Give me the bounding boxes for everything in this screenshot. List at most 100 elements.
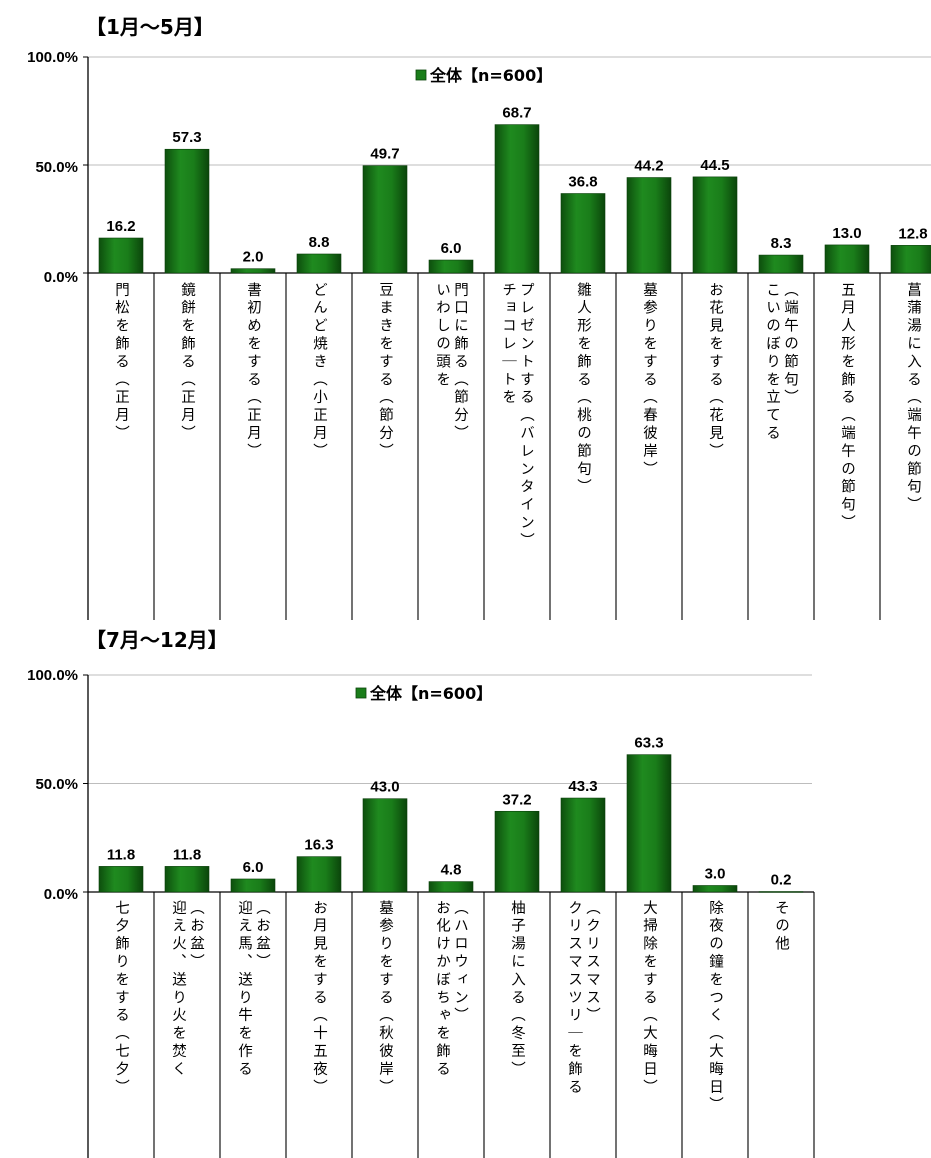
category-label-line: クリスマスツリ｜を飾る bbox=[566, 900, 582, 1097]
category-label-line: 迎え火︑送り火を焚く bbox=[170, 900, 186, 1079]
category-label: 墓参りをする︵秋彼岸︶ bbox=[377, 900, 393, 1097]
category-label-line: 大掃除をする︵大晦日︶ bbox=[641, 900, 657, 1097]
data-label: 49.7 bbox=[370, 146, 399, 163]
bar bbox=[692, 885, 738, 893]
bar bbox=[692, 176, 738, 274]
bar bbox=[362, 165, 408, 274]
data-label: 13.0 bbox=[832, 225, 861, 242]
bar bbox=[824, 244, 870, 274]
bar bbox=[758, 254, 804, 274]
bar bbox=[494, 810, 540, 893]
plot-area: 16.2 門松を飾る︵正月︶ 57.3 鏡餅を飾る︵正月︶ 2.0 書初めをする︵正月︶ 8… bbox=[83, 56, 931, 620]
data-label: 12.8 bbox=[898, 225, 927, 242]
category-label: 柚子湯に入る︵冬至︶ bbox=[509, 900, 525, 1079]
category-label: 門口に飾る︵節分︶いわしの頭を bbox=[434, 282, 468, 443]
category-label: 書初めをする︵正月︶ bbox=[245, 282, 261, 461]
category-label: どんど焼き︵小正月︶ bbox=[311, 282, 327, 461]
bar bbox=[560, 193, 606, 274]
data-label: 8.8 bbox=[309, 234, 330, 251]
category-label: ︵お盆︶迎え馬︑送り牛を作る bbox=[236, 900, 270, 1079]
data-label: 68.7 bbox=[502, 105, 531, 122]
data-label: 37.2 bbox=[502, 791, 531, 808]
category-label-line: 柚子湯に入る︵冬至︶ bbox=[509, 900, 525, 1079]
data-label: 2.0 bbox=[243, 249, 264, 266]
category-label: ︵端午の節句︶こいのぼりを立てる bbox=[764, 282, 798, 443]
category-label: 鏡餅を飾る︵正月︶ bbox=[179, 282, 195, 443]
y-tick-label: 50.0% bbox=[35, 159, 78, 176]
category-label-line: 門松を飾る︵正月︶ bbox=[113, 282, 129, 443]
category-label: 菖蒲湯に入る︵端午の節句︶ bbox=[905, 282, 921, 515]
bar bbox=[362, 798, 408, 893]
category-label-line: ︵お盆︶ bbox=[188, 900, 204, 972]
category-label: 雛人形を飾る︵桃の節句︶ bbox=[575, 282, 591, 497]
category-label-line: ︵ハロウィン︶ bbox=[452, 900, 468, 1025]
plot-area: 11.8七夕飾りをする︵七夕︶11.8︵お盆︶迎え火︑送り火を焚く6.0︵お盆︶… bbox=[83, 674, 815, 1158]
data-label: 44.2 bbox=[634, 158, 663, 175]
category-label-line: ︵端午の節句︶ bbox=[782, 282, 798, 407]
category-label-line: 墓参りをする︵秋彼岸︶ bbox=[377, 900, 393, 1097]
bar bbox=[230, 878, 276, 893]
category-label: ︵クリスマス︶クリスマスツリ｜を飾る bbox=[566, 900, 600, 1097]
data-label: 43.0 bbox=[370, 779, 399, 796]
data-label: 8.3 bbox=[771, 235, 792, 252]
data-label: 11.8 bbox=[107, 846, 135, 863]
category-label: 豆まきをする︵節分︶ bbox=[377, 282, 393, 461]
y-tick-label: 0.0% bbox=[44, 269, 78, 286]
category-label: ︵ハロウィン︶お化けかぼちゃを飾る bbox=[434, 900, 468, 1079]
chart-title: 【1月～5月】 bbox=[86, 15, 214, 39]
category-label-line: お花見をする︵花見︶ bbox=[707, 282, 723, 461]
category-label-line: 豆まきをする︵節分︶ bbox=[377, 282, 393, 461]
category-label: 除夜の鐘をつく︵大晦日︶ bbox=[707, 900, 723, 1115]
y-tick-label: 100.0% bbox=[27, 667, 78, 684]
category-label: 七夕飾りをする︵七夕︶ bbox=[113, 900, 129, 1097]
data-label: 63.3 bbox=[634, 735, 663, 752]
category-label: ︵お盆︶迎え火︑送り火を焚く bbox=[170, 900, 204, 1079]
bar bbox=[428, 259, 474, 274]
category-label-line: チョコレ｜トを bbox=[500, 282, 516, 407]
category-label: 大掃除をする︵大晦日︶ bbox=[641, 900, 657, 1097]
category-label-line: お化けかぼちゃを飾る bbox=[434, 900, 450, 1079]
bar bbox=[758, 891, 804, 893]
bar bbox=[890, 245, 931, 274]
bar bbox=[98, 866, 144, 893]
data-label: 3.0 bbox=[705, 865, 726, 882]
bar bbox=[494, 124, 540, 274]
category-label-line: 書初めをする︵正月︶ bbox=[245, 282, 261, 461]
y-tick-label: 100.0% bbox=[27, 49, 78, 66]
category-label-line: 門口に飾る︵節分︶ bbox=[452, 282, 468, 443]
legend-swatch bbox=[355, 687, 367, 699]
category-label: 墓参りをする︵春彼岸︶ bbox=[641, 282, 657, 479]
category-label-line: 雛人形を飾る︵桃の節句︶ bbox=[575, 282, 591, 497]
category-label-line: 墓参りをする︵春彼岸︶ bbox=[641, 282, 657, 479]
category-label: 門松を飾る︵正月︶ bbox=[113, 282, 129, 443]
legend-swatch bbox=[415, 69, 427, 81]
data-label: 4.8 bbox=[441, 862, 462, 879]
bar bbox=[296, 253, 342, 274]
bar bbox=[230, 268, 276, 274]
category-label: お月見をする︵十五夜︶ bbox=[311, 900, 327, 1097]
category-label-line: どんど焼き︵小正月︶ bbox=[311, 282, 327, 461]
category-label-line: ︵クリスマス︶ bbox=[584, 900, 600, 1025]
data-label: 16.2 bbox=[106, 218, 135, 235]
category-label-line: ︵お盆︶ bbox=[254, 900, 270, 972]
category-label: プレゼントする︵バレンタイン︶チョコレ｜トを bbox=[500, 282, 534, 551]
category-label-line: 鏡餅を飾る︵正月︶ bbox=[179, 282, 195, 443]
bar bbox=[164, 148, 210, 274]
legend-label: 全体【n=600】 bbox=[369, 684, 492, 703]
category-label-line: お月見をする︵十五夜︶ bbox=[311, 900, 327, 1097]
category-label-line: 迎え馬︑送り牛を作る bbox=[236, 900, 252, 1079]
data-label: 36.8 bbox=[568, 174, 597, 191]
bar bbox=[428, 881, 474, 893]
legend: 全体【n=600】 bbox=[415, 66, 552, 85]
bar bbox=[164, 866, 210, 893]
y-tick-label: 50.0% bbox=[35, 776, 78, 793]
data-label: 16.3 bbox=[304, 837, 333, 854]
data-label: 11.8 bbox=[173, 846, 201, 863]
category-label-line: 七夕飾りをする︵七夕︶ bbox=[113, 900, 129, 1097]
bar bbox=[296, 856, 342, 893]
category-label: その他 bbox=[773, 900, 789, 954]
bar bbox=[98, 237, 144, 274]
data-label: 0.2 bbox=[771, 872, 792, 889]
legend-label: 全体【n=600】 bbox=[429, 66, 552, 85]
